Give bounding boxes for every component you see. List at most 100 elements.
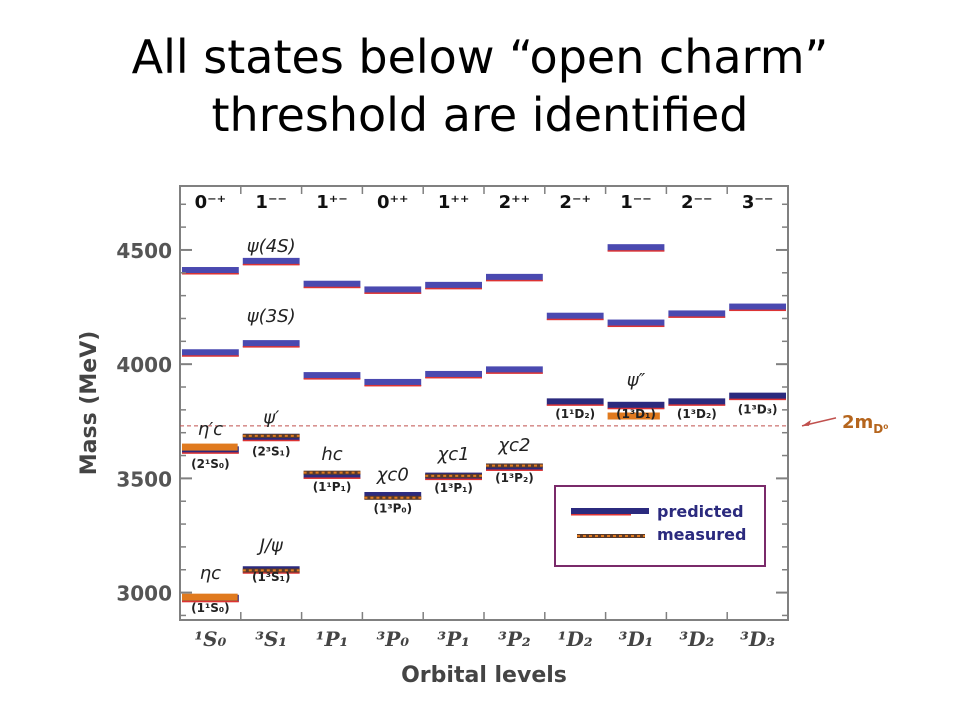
- jpc-label: 0⁺⁺: [377, 192, 409, 213]
- y-tick-label: 4000: [116, 353, 172, 377]
- x-tick-label: ³P₁: [437, 627, 470, 651]
- predicted-level: [182, 267, 239, 275]
- y-tick-label: 3000: [116, 582, 172, 606]
- x-tick-label: ³P₀: [377, 627, 410, 651]
- predicted-level-underline: [486, 372, 543, 374]
- legend-box: [554, 485, 766, 567]
- predicted-level: [668, 310, 726, 318]
- state-annotation: (2³S₁): [252, 445, 290, 459]
- predicted-level-underline: [182, 273, 239, 275]
- state-annotation: η′c: [198, 419, 223, 440]
- predicted-level-underline: [303, 477, 361, 479]
- y-axis-title: Mass (MeV): [77, 331, 102, 476]
- state-annotation: (1³D₂): [677, 407, 717, 421]
- predicted-level: [425, 281, 482, 289]
- state-annotation: (1³S₁): [252, 570, 290, 584]
- axes: 3000 3500 4000 4500 ¹S₀ ³S₁ ¹P₁ ³P₀ ³P₁ ³P₂ ¹D₂ ³D₁…: [77, 186, 788, 688]
- predicted-level: [303, 471, 361, 479]
- legend-predicted-label: predicted: [657, 502, 744, 521]
- slide-title: All states below “open charm” threshold …: [0, 28, 960, 144]
- measured-level: [303, 470, 361, 475]
- x-tick-label: ³P₂: [498, 627, 531, 651]
- x-tick-label: ¹D₂: [558, 627, 593, 651]
- jpc-label: 2⁻⁺: [559, 192, 591, 213]
- measured-level: [182, 443, 238, 451]
- legend-predicted-underline: [571, 514, 631, 516]
- state-annotation: χc0: [376, 465, 409, 486]
- x-tick-label: ¹P₁: [316, 627, 349, 651]
- predicted-level-underline: [242, 572, 300, 574]
- predicted-level: [364, 286, 422, 294]
- state-annotation: J/ψ: [257, 535, 284, 556]
- y-tick-label: 3500: [116, 467, 172, 491]
- state-annotations: ψ(4S) ψ(3S) η′c (2¹S₀) ψ′ (2³S₁) hc (1¹P₁) χc0 (1…: [191, 236, 777, 615]
- x-tick-label: ¹S₀: [194, 627, 226, 651]
- predicted-level-underline: [486, 469, 543, 471]
- state-annotation: (1³D₃): [738, 402, 778, 416]
- state-annotation: ψ″: [627, 370, 646, 391]
- slide-title-line-2: threshold are identified: [211, 88, 749, 142]
- state-annotation: ψ(4S): [247, 236, 296, 257]
- predicted-level-underline: [303, 378, 361, 380]
- predicted-level-underline: [729, 309, 786, 312]
- state-annotation: (1³D₁): [616, 407, 656, 421]
- x-axis-title: Orbital levels: [401, 663, 567, 688]
- measured-level: [182, 593, 238, 601]
- state-annotation: (1³P₁): [434, 481, 473, 495]
- predicted-level: [607, 319, 665, 327]
- state-annotation: (1³P₀): [373, 502, 412, 516]
- predicted-level: [486, 273, 543, 281]
- predicted-level-underline: [242, 346, 300, 348]
- open-charm-threshold: 2mD⁰: [180, 412, 889, 436]
- predicted-level-underline: [668, 316, 726, 318]
- measured-level: [486, 463, 543, 468]
- slide-title-line-1: All states below “open charm”: [131, 30, 829, 84]
- predicted-level: [242, 340, 300, 348]
- predicted-level-underline: [303, 286, 361, 289]
- predicted-level: [364, 492, 422, 500]
- x-tick-label: ³D₃: [740, 627, 775, 651]
- jpc-label: 3⁻⁻: [742, 192, 774, 213]
- predicted-level: [607, 401, 665, 409]
- jpc-label: 2⁻⁻: [681, 192, 713, 213]
- state-annotation: ψ′: [263, 408, 279, 429]
- jpc-label: 1⁺⁺: [438, 192, 470, 213]
- predicted-level-underline: [607, 250, 665, 252]
- state-annotation: (2¹S₀): [191, 457, 229, 471]
- predicted-level-underline: [242, 263, 300, 266]
- measured-level: [425, 473, 482, 478]
- state-annotation: ψ(3S): [247, 306, 296, 327]
- predicted-level-underline: [546, 404, 604, 406]
- predicted-level: [729, 303, 786, 311]
- measured-level: [242, 433, 300, 438]
- predicted-level-underline: [607, 325, 665, 328]
- predicted-level-underline: [242, 439, 300, 442]
- predicted-level-underline: [607, 407, 665, 410]
- predicted-level: [546, 398, 604, 406]
- state-annotation: (1³P₂): [495, 471, 534, 485]
- legend-predicted-swatch: [571, 508, 649, 514]
- predicted-level-underline: [182, 600, 239, 603]
- predicted-level: [303, 280, 361, 288]
- state-annotation: (1¹P₁): [313, 480, 352, 494]
- state-annotation: χc1: [437, 444, 470, 465]
- predicted-level: [364, 378, 422, 386]
- state-annotation: (1¹D₂): [555, 407, 595, 421]
- measured-level: [242, 568, 300, 573]
- predicted-level-underline: [546, 318, 604, 321]
- predicted-level: [486, 366, 543, 374]
- predicted-level-underline: [364, 292, 422, 294]
- jpc-label: 0⁻⁺: [195, 192, 227, 213]
- legend-measured-label: measured: [657, 525, 746, 544]
- measured-level: [607, 412, 660, 420]
- state-levels: [182, 244, 786, 603]
- state-annotation: χc2: [497, 435, 530, 456]
- y-tick-label: 4500: [116, 239, 172, 263]
- x-tick-label: ³S₁: [255, 627, 287, 651]
- legend: predicted measured: [554, 485, 766, 567]
- predicted-level-underline: [729, 398, 786, 401]
- jpc-label: 1⁻⁻: [255, 192, 287, 213]
- x-tick-label: ³D₂: [679, 627, 714, 651]
- predicted-level: [425, 370, 482, 378]
